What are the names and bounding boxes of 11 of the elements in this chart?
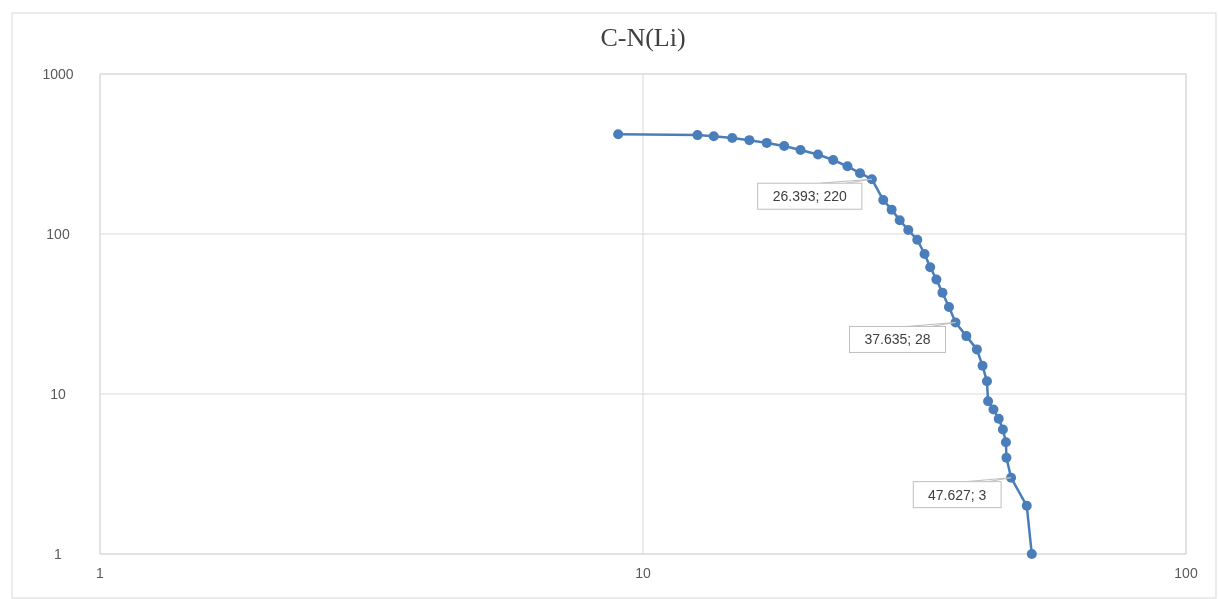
x-tick-label: 100: [1174, 565, 1198, 581]
y-tick-label: 1000: [42, 66, 74, 82]
y-tick-label: 100: [46, 226, 70, 242]
annotation: 26.393; 220: [772, 188, 847, 205]
annotation: 37.635; 28: [864, 331, 931, 348]
y-tick-label: 10: [50, 386, 66, 402]
x-tick-label: 1: [96, 565, 105, 581]
x-tick-label: 10: [635, 565, 651, 581]
y-tick-label: 1: [54, 546, 63, 562]
chart-title: C-N(Li): [600, 23, 686, 52]
annotation: 47.627; 3: [927, 486, 987, 503]
